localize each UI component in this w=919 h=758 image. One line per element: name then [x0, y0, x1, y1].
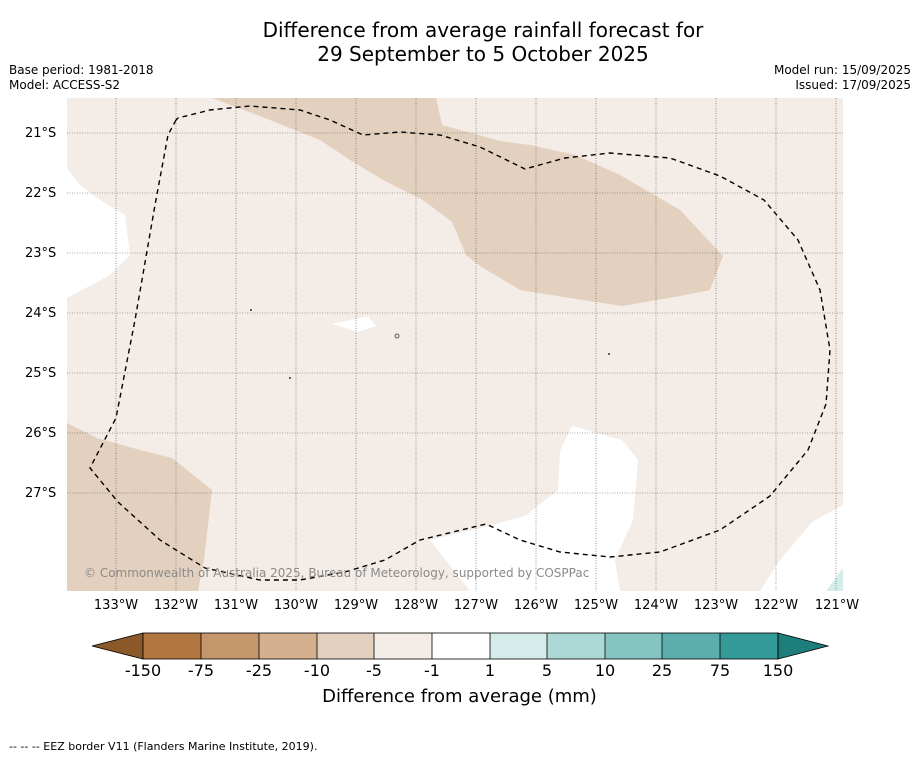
colorbar-tick-label: -75	[187, 661, 215, 680]
colorbar-segment	[720, 633, 778, 659]
meta-left: Base period: 1981-2018 Model: ACCESS-S2	[9, 63, 154, 93]
lon-label: 121°W	[814, 598, 860, 613]
lat-label: 23°S	[25, 246, 57, 261]
colorbar-segment	[374, 633, 432, 659]
lat-label: 24°S	[25, 306, 57, 321]
lat-label: 27°S	[25, 486, 57, 501]
colorbar-tick-label: 5	[541, 661, 553, 680]
colorbar-outline	[142, 632, 779, 660]
model-run: Model run: 15/09/2025	[773, 63, 911, 77]
lon-label: 132°W	[153, 598, 199, 613]
colorbar-tick-label: 1	[484, 661, 496, 680]
lon-label: 123°W	[693, 598, 739, 613]
lon-label: 124°W	[633, 598, 679, 613]
colorbar-segment	[662, 633, 720, 659]
eez-border	[89, 105, 831, 581]
lat-label: 25°S	[25, 366, 57, 381]
colorbar-tick-label: -5	[366, 661, 382, 680]
colorbar-segment	[547, 633, 605, 659]
lat-label: 22°S	[25, 186, 57, 201]
eez-footnote: -- -- -- EEZ border V11 (Flanders Marine…	[9, 740, 318, 753]
colorbar-tick-label: 10	[594, 661, 616, 680]
island-marker	[250, 309, 252, 311]
lon-label: 127°W	[453, 598, 499, 613]
colorbar	[91, 632, 830, 660]
lat-label: 26°S	[25, 426, 57, 441]
base-period: Base period: 1981-2018	[9, 63, 154, 77]
title-line-2: 29 September to 5 October 2025	[317, 42, 649, 66]
lon-label: 130°W	[273, 598, 319, 613]
neutral-region-southeast	[760, 505, 843, 591]
neutral-region-west	[67, 168, 130, 298]
lon-label: 129°W	[333, 598, 379, 613]
model-name: Model: ACCESS-S2	[9, 78, 121, 92]
colorbar-title: Difference from average (mm)	[322, 686, 597, 707]
lon-label: 125°W	[573, 598, 619, 613]
colorbar-segment	[432, 633, 490, 659]
issued-date: Issued: 17/09/2025	[795, 78, 911, 92]
island-marker	[608, 353, 610, 355]
neutral-region-center	[332, 316, 376, 332]
neutral-region-southcenter	[430, 426, 638, 591]
colorbar-segment	[490, 633, 547, 659]
colorbar-tick-label: -1	[424, 661, 440, 680]
copyright-notice: © Commonwealth of Australia 2025, Bureau…	[84, 566, 590, 580]
colorbar-tick-label: -10	[303, 661, 331, 680]
lon-label: 122°W	[753, 598, 799, 613]
colorbar-extend-low	[91, 632, 144, 660]
lon-label: 131°W	[213, 598, 259, 613]
colorbar-segment	[143, 633, 201, 659]
meta-right: Model run: 15/09/2025 Issued: 17/09/2025	[774, 63, 911, 93]
colorbar-segment	[259, 633, 317, 659]
colorbar-tick-label: 150	[762, 661, 794, 680]
colorbar-segment	[317, 633, 374, 659]
colorbar-tick-label: -150	[124, 661, 162, 680]
lon-label: 126°W	[513, 598, 559, 613]
grid-lines	[67, 98, 843, 591]
title-line-1: Difference from average rainfall forecas…	[262, 18, 704, 42]
colorbar-segment	[201, 633, 259, 659]
lon-label: 133°W	[93, 598, 139, 613]
lat-label: 21°S	[25, 126, 57, 141]
colorbar-tick-label: -25	[245, 661, 273, 680]
island-marker	[289, 377, 291, 379]
dry-region-north	[212, 98, 723, 306]
colorbar-extend-high	[777, 632, 830, 660]
wet-region-southeast	[826, 568, 843, 591]
island-marker	[394, 333, 400, 339]
colorbar-tick-label: 25	[651, 661, 673, 680]
lon-label: 128°W	[393, 598, 439, 613]
map-title: Difference from average rainfall forecas…	[0, 18, 919, 66]
colorbar-tick-label: 75	[709, 661, 731, 680]
colorbar-segment	[605, 633, 662, 659]
